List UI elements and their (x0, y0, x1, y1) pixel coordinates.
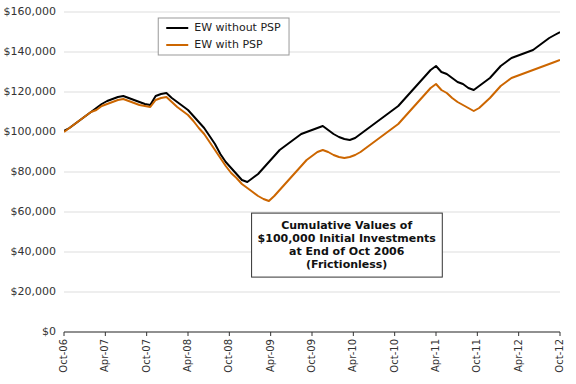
x-tick (270, 332, 271, 336)
x-tick-label: Apr-08 (182, 339, 193, 372)
legend-label: EW without PSP (194, 21, 281, 34)
legend: EW without PSP EW with PSP (158, 18, 289, 55)
y-tick-label: $100,000 (4, 125, 57, 138)
x-tick (394, 332, 395, 336)
y-tick-label: $60,000 (11, 205, 57, 218)
series-line (64, 32, 560, 182)
chart: $0 $20,000 $40,000 $60,000 $80,000 $100,000 $1… (0, 0, 576, 384)
grid-line (64, 12, 560, 13)
x-tick (146, 332, 147, 336)
x-tick-label: Oct-08 (223, 339, 234, 373)
legend-swatch (166, 44, 188, 46)
x-tick (64, 332, 65, 336)
legend-swatch (166, 27, 188, 29)
x-tick-label: Oct-11 (471, 339, 482, 373)
x-tick (105, 332, 106, 336)
y-tick-label: $20,000 (11, 285, 57, 298)
x-tick-label: Oct-12 (554, 339, 565, 373)
legend-label: EW with PSP (194, 38, 263, 51)
grid-line (64, 92, 560, 93)
page: {"chart_data": { "type": "line", "annota… (0, 0, 576, 384)
series-line (64, 60, 560, 201)
y-tick-label: $40,000 (11, 245, 57, 258)
grid-line (64, 52, 560, 53)
legend-box (158, 18, 289, 55)
y-tick-label: $120,000 (4, 85, 57, 98)
annotation-line: (Frictionless) (306, 258, 387, 271)
y-tick-label: $140,000 (4, 45, 57, 58)
x-tick (353, 332, 354, 336)
grid-line (64, 132, 560, 133)
x-tick (312, 332, 313, 336)
axes: $0 $20,000 $40,000 $60,000 $80,000 $100,000 $1… (4, 5, 566, 373)
x-tick (560, 332, 561, 336)
x-tick (518, 332, 519, 336)
x-tick-label: Apr-12 (513, 339, 524, 372)
grid-line (64, 172, 560, 173)
annotation-line: $100,000 Initial Investments (258, 232, 437, 245)
x-tick-label: Apr-07 (99, 339, 110, 372)
x-tick-label: Apr-09 (265, 339, 276, 372)
x-tick-label: Oct-09 (306, 339, 317, 373)
x-tick (436, 332, 437, 336)
y-tick-label: $80,000 (11, 165, 57, 178)
grid-line (64, 292, 560, 293)
annotation-text: Cumulative Values of$100,000 Initial Inv… (258, 219, 437, 271)
annotation-line: at End of Oct 2006 (289, 245, 405, 258)
y-tick-label: $0 (42, 325, 56, 338)
y-tick-label: $160,000 (4, 5, 57, 18)
grid (64, 12, 560, 332)
x-tick-label: Apr-10 (347, 339, 358, 372)
x-tick-label: Oct-10 (389, 339, 400, 373)
x-tick (229, 332, 230, 336)
grid-line (64, 212, 560, 213)
x-tick-label: Apr-11 (430, 339, 441, 372)
lines (64, 32, 560, 201)
x-tick (477, 332, 478, 336)
x-tick-label: Oct-07 (141, 339, 152, 373)
annotation: Cumulative Values of$100,000 Initial Inv… (252, 213, 443, 277)
annotation-line: Cumulative Values of (281, 219, 412, 232)
x-tick (188, 332, 189, 336)
x-tick-label: Oct-06 (58, 339, 69, 373)
annotation-box (252, 213, 443, 277)
